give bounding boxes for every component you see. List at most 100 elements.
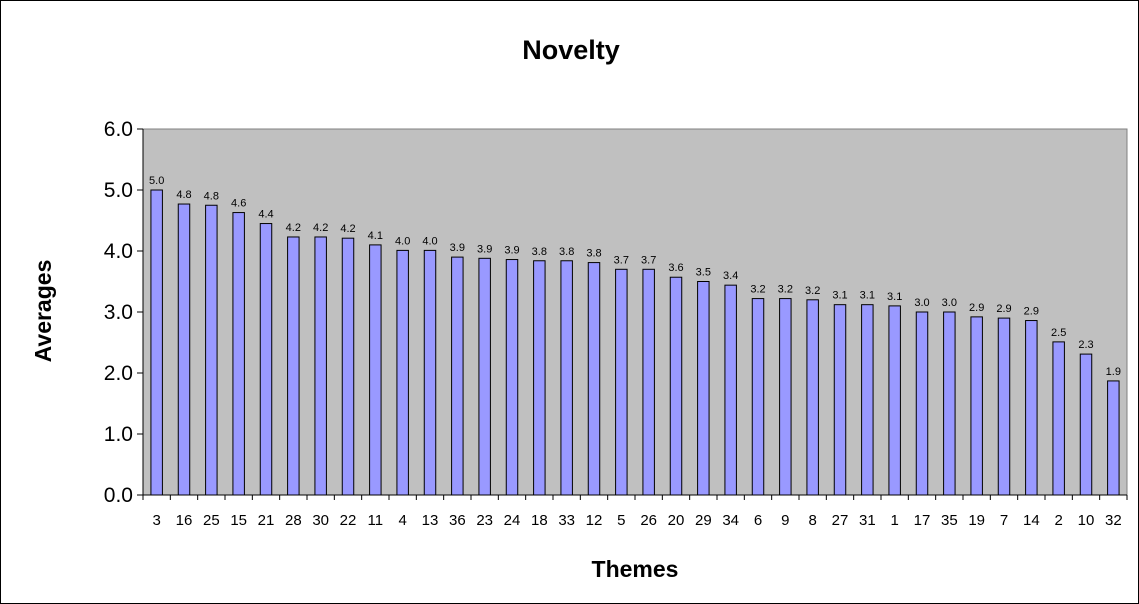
y-tick-label: 6.0: [104, 118, 133, 141]
bar: [451, 256, 464, 496]
x-tick-label: 29: [695, 512, 712, 529]
x-tick-label: 36: [449, 512, 466, 529]
bar: [232, 212, 245, 496]
x-tick-label: 34: [722, 512, 739, 529]
bar: [177, 203, 191, 496]
y-tick-label: 0.0: [104, 484, 133, 507]
bar: [287, 236, 300, 496]
data-label: 4.4: [258, 209, 273, 221]
x-tick-label: 16: [176, 512, 193, 529]
bar: [669, 276, 683, 496]
x-tick-label: 20: [668, 512, 685, 529]
bar: [505, 259, 519, 496]
bar: [1079, 353, 1093, 496]
x-tick-label: 33: [558, 512, 575, 529]
data-label: 3.6: [668, 262, 683, 274]
x-tick-label: 14: [1023, 512, 1040, 529]
bar: [150, 189, 163, 496]
x-tick-label: 19: [968, 512, 985, 529]
bar: [1107, 380, 1120, 496]
bar: [560, 260, 573, 496]
bar: [970, 316, 983, 496]
x-tick-label: 9: [781, 512, 789, 529]
y-axis: 0.0 1.0 2.0 3.0 4.0 5.0 6.0: [104, 118, 144, 507]
bar: [423, 249, 437, 496]
data-label: 2.9: [1024, 306, 1039, 318]
bar: [833, 304, 847, 496]
x-tick-label: 12: [586, 512, 603, 529]
bar: [587, 262, 601, 496]
data-label: 3.8: [586, 248, 601, 260]
data-label: 3.4: [723, 270, 738, 282]
bar: [888, 305, 901, 496]
data-label: 3.7: [641, 254, 656, 266]
x-tick-label: 7: [1000, 512, 1008, 529]
y-tick-label: 2.0: [104, 362, 133, 385]
bar: [751, 298, 765, 496]
bar: [779, 298, 792, 496]
bar: [533, 260, 546, 496]
bar: [642, 268, 655, 496]
bar: [806, 299, 819, 496]
x-tick-label: 31: [859, 512, 876, 529]
x-tick-label: 11: [368, 512, 384, 529]
x-tick-label: 23: [476, 512, 493, 529]
data-label: 3.1: [887, 291, 902, 303]
data-label: 5.0: [149, 175, 164, 187]
x-tick-label: 35: [941, 512, 958, 529]
bar: [861, 304, 874, 496]
bar: [259, 223, 273, 496]
bar: [369, 244, 382, 496]
x-tick-label: 30: [312, 512, 329, 529]
data-label: 4.0: [395, 235, 410, 247]
x-tick-label: 6: [754, 512, 762, 529]
bar: [1052, 341, 1065, 496]
x-tick-label: 21: [258, 512, 275, 529]
bar: [915, 311, 929, 496]
bar: [997, 317, 1011, 496]
bar: [341, 237, 355, 496]
x-tick-label: 26: [640, 512, 657, 529]
data-label: 4.2: [286, 222, 301, 234]
y-tick-label: 3.0: [104, 301, 133, 324]
data-label: 2.5: [1051, 327, 1066, 339]
x-axis: 3 16 25 15 21 28 30 22 11 4 13 36 23 24 18 33 12 5 26 20 29 3…: [142, 494, 1128, 529]
data-label: 2.9: [996, 303, 1011, 315]
bar: [478, 257, 491, 496]
data-label: 3.0: [942, 297, 957, 309]
bar: [943, 311, 956, 496]
data-label: 3.5: [696, 267, 711, 279]
bar: [615, 268, 628, 496]
bar: [724, 284, 737, 496]
x-tick-label: 24: [504, 512, 521, 529]
x-tick-label: 2: [1054, 512, 1062, 529]
data-label: 3.9: [477, 243, 492, 255]
y-tick-label: 4.0: [104, 240, 133, 263]
bar: [396, 249, 409, 496]
y-tick-label: 1.0: [104, 423, 133, 446]
data-label: 3.2: [750, 284, 765, 296]
data-label: 3.9: [504, 245, 519, 257]
data-label: 3.1: [860, 290, 875, 302]
x-tick-label: 15: [230, 512, 247, 529]
y-axis-title: Averages: [30, 260, 56, 363]
x-tick-label: 22: [340, 512, 357, 529]
data-label: 3.2: [778, 284, 793, 296]
x-tick-label: 25: [203, 512, 220, 529]
data-label: 1.9: [1106, 366, 1121, 378]
x-tick-label: 1: [890, 512, 898, 529]
data-label: 2.9: [969, 302, 984, 314]
data-label: 4.8: [176, 189, 191, 201]
data-label: 4.8: [204, 190, 219, 202]
bar: [697, 281, 710, 496]
x-tick-label: 28: [285, 512, 302, 529]
data-label: 4.0: [422, 235, 437, 247]
x-axis-title: Themes: [592, 556, 679, 582]
chart-title: Novelty: [522, 35, 620, 65]
x-tick-label: 32: [1105, 512, 1122, 529]
data-label: 4.2: [340, 223, 355, 235]
x-tick-label: 3: [152, 512, 160, 529]
data-labels-group: 5.0 4.8 4.8 4.6 4.4 4.2 4.2 4.2 4.1 4.0 4.0 3.9 3.9 3…: [149, 175, 1121, 378]
